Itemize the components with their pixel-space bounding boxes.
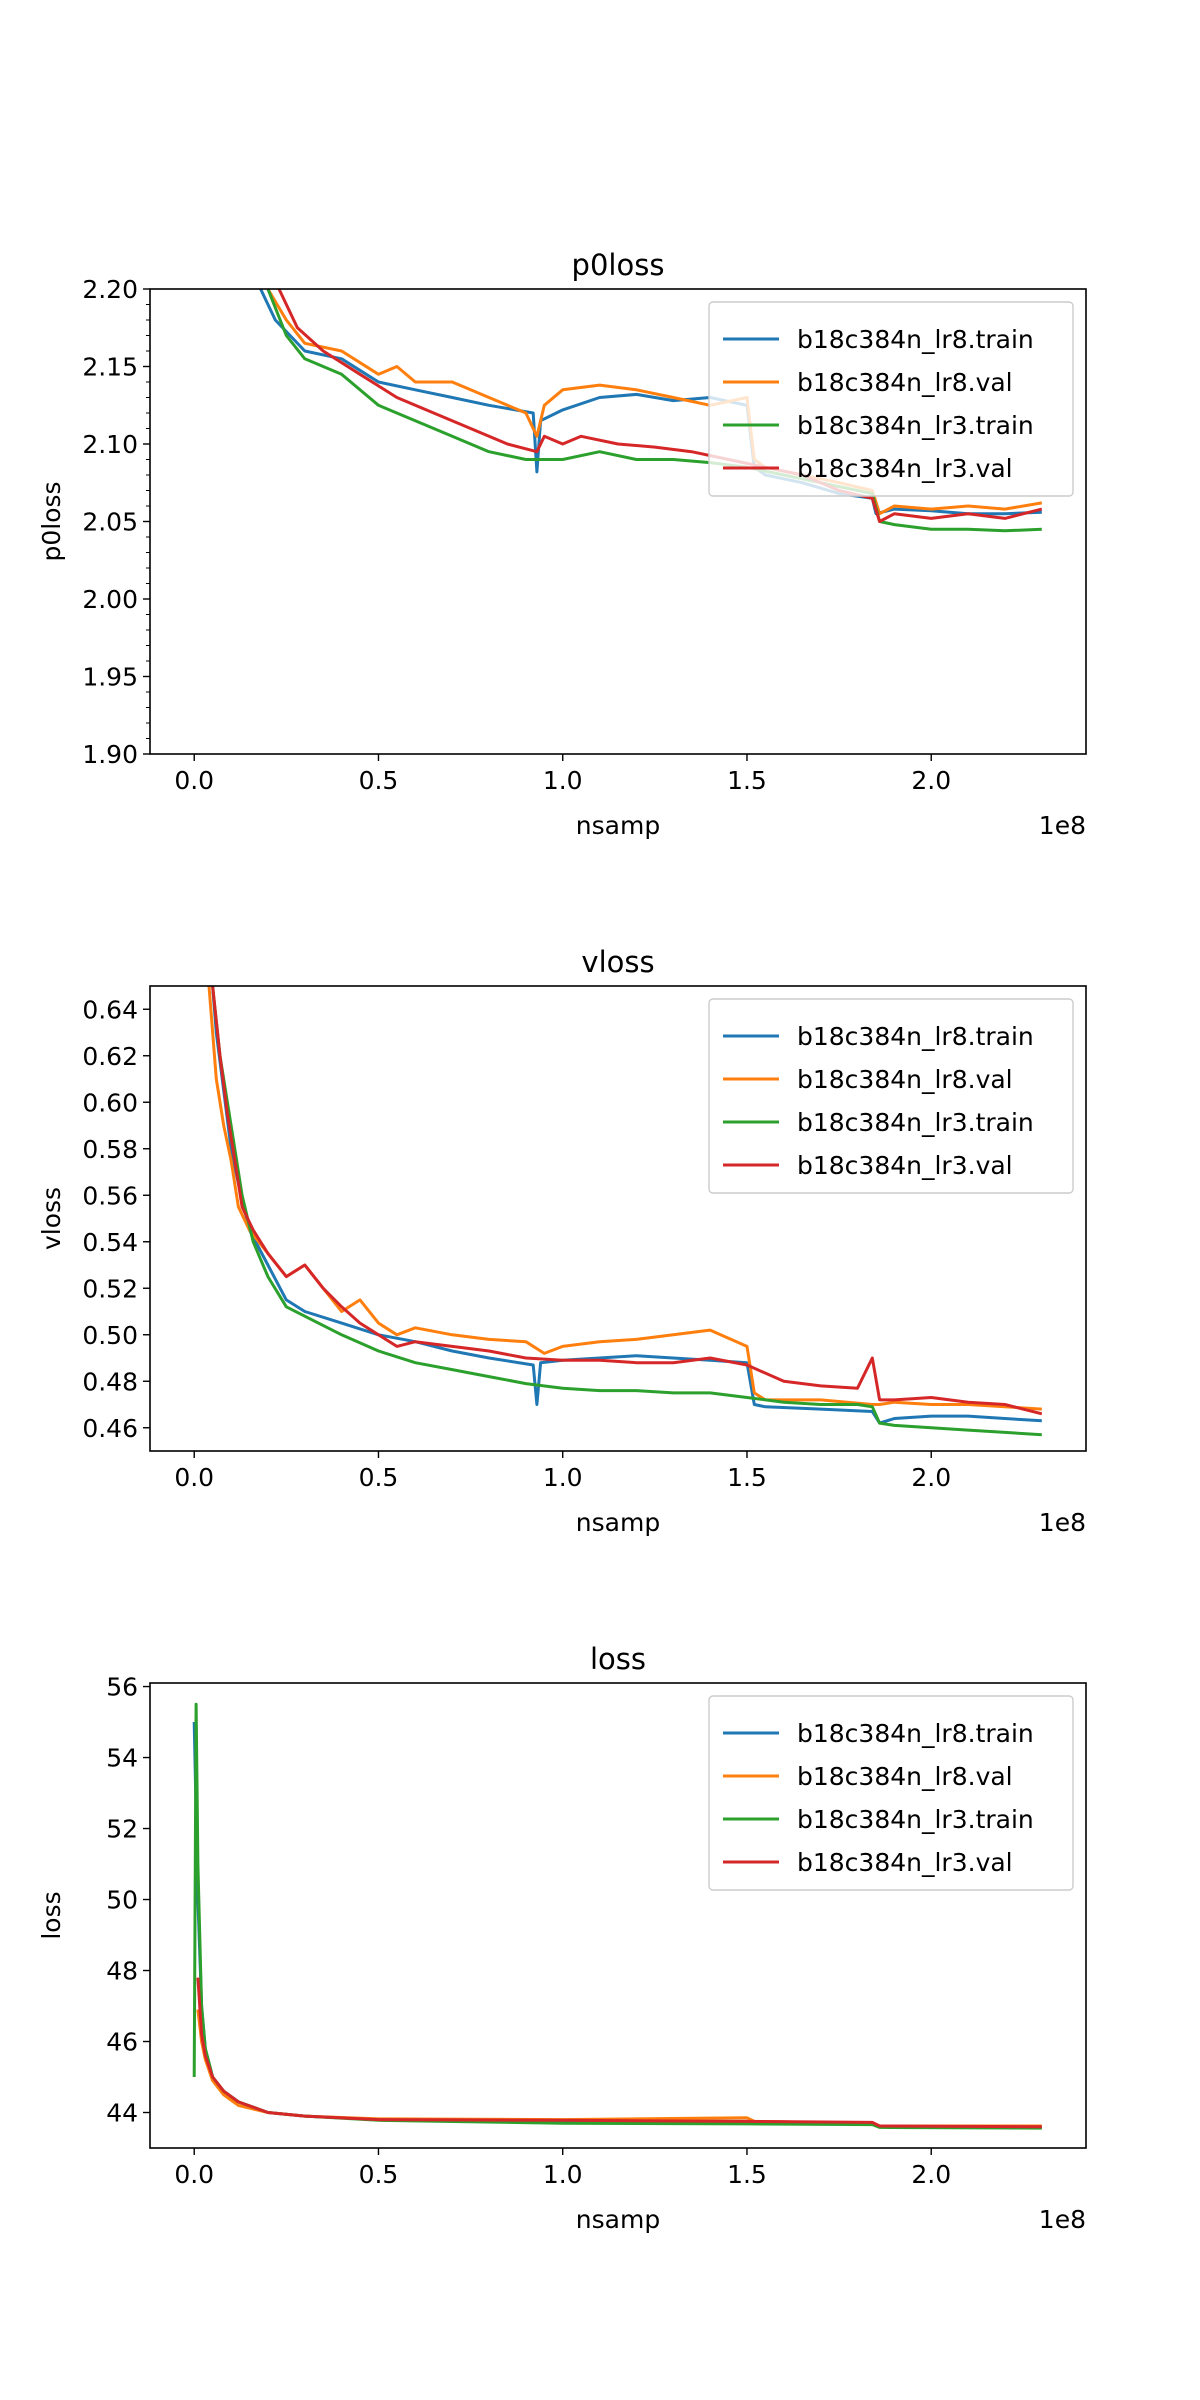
chart-0-x-offset-text: 1e8 bbox=[1039, 811, 1086, 840]
chart-2-xtick-label: 2.0 bbox=[911, 2160, 951, 2189]
chart-0-legend-label: b18c384n_lr3.val bbox=[797, 454, 1013, 483]
chart-2-legend-label: b18c384n_lr3.val bbox=[797, 1848, 1013, 1877]
chart-1-ytick-label: 0.54 bbox=[82, 1228, 138, 1257]
chart-0-legend: b18c384n_lr8.train b18c384n_lr8.val b18c38… bbox=[708, 301, 1074, 497]
chart-1-title: vloss bbox=[581, 945, 654, 979]
chart-2-xtick-label: 1.5 bbox=[727, 2160, 767, 2189]
chart-0-series-group bbox=[259, 289, 1043, 533]
chart-0-xtick-label: 2.0 bbox=[911, 766, 951, 795]
chart-0-legend-label: b18c384n_lr3.train bbox=[797, 411, 1034, 440]
chart-1-xtick-label: 0.5 bbox=[359, 1463, 399, 1492]
chart-2-xtick-label: 0.5 bbox=[359, 2160, 399, 2189]
chart-2-ytick-label: 50 bbox=[106, 1886, 138, 1915]
chart-0-ytick-label: 2.05 bbox=[82, 508, 138, 537]
chart-2-ytick-label: 52 bbox=[106, 1815, 138, 1844]
chart-1-ytick-label: 0.52 bbox=[82, 1274, 138, 1303]
chart-1-xtick-label: 0.0 bbox=[174, 1463, 214, 1492]
chart-2-series-group bbox=[192, 1702, 1042, 2130]
chart-1-ytick-label: 0.58 bbox=[82, 1135, 138, 1164]
chart-1-legend-label: b18c384n_lr3.train bbox=[797, 1108, 1034, 1137]
chart-1-legend-label: b18c384n_lr8.train bbox=[797, 1022, 1034, 1051]
chart-2-title: loss bbox=[590, 1642, 646, 1676]
chart-1-xtick-label: 2.0 bbox=[911, 1463, 951, 1492]
chart-1-ytick-label: 0.56 bbox=[82, 1181, 138, 1210]
chart-1-ylabel: vloss bbox=[37, 1187, 66, 1250]
chart-1-ytick-label: 0.48 bbox=[82, 1367, 138, 1396]
chart-0-xlabel: nsamp bbox=[576, 811, 660, 840]
chart-0-title: p0loss bbox=[572, 248, 665, 282]
chart-1-series-b18c384n-lr3-train bbox=[211, 986, 1042, 1437]
chart-0-ytick-label: 2.10 bbox=[82, 430, 138, 459]
chart-0-series-b18c384n-lr8-val bbox=[266, 289, 1043, 516]
chart-1-legend: b18c384n_lr8.train b18c384n_lr8.val b18c38… bbox=[708, 998, 1074, 1194]
chart-2-series-b18c384n-lr3-val bbox=[196, 1977, 1042, 2129]
chart-2-x-offset-text: 1e8 bbox=[1039, 2205, 1086, 2234]
chart-0-series-b18c384n-lr3-val bbox=[277, 289, 1043, 523]
loss-panel: loss 0.0 0.5 1.0 1.5 2.0 44 46 48 50 52 54 56 nsamp lo… bbox=[37, 1642, 1087, 2234]
chart-1-ytick-label: 0.46 bbox=[82, 1414, 138, 1443]
chart-0-ytick-label: 2.20 bbox=[82, 275, 138, 304]
chart-1-ytick-label: 0.60 bbox=[82, 1088, 138, 1117]
chart-1-legend-label: b18c384n_lr3.val bbox=[797, 1151, 1013, 1180]
chart-1-series-b18c384n-lr3-val bbox=[211, 986, 1043, 1416]
chart-0-legend-label: b18c384n_lr8.train bbox=[797, 325, 1034, 354]
chart-2-xlabel: nsamp bbox=[576, 2205, 660, 2234]
chart-0-series-b18c384n-lr3-train bbox=[266, 289, 1042, 533]
chart-1-axes-frame bbox=[149, 985, 1087, 1452]
chart-1-ytick-label: 0.64 bbox=[82, 995, 138, 1024]
chart-2-legend-label: b18c384n_lr8.val bbox=[797, 1762, 1013, 1791]
chart-2-legend-label: b18c384n_lr8.train bbox=[797, 1719, 1034, 1748]
vloss-panel: vloss 0.0 0.5 1.0 1.5 2.0 0.46 0.48 0.50 0.52 0.54… bbox=[37, 945, 1087, 1537]
p0loss-panel: p0loss 0.0 0.5 1.0 1.5 2.0 1.90 1.95 2.00 2.05 2.1… bbox=[37, 248, 1087, 840]
chart-0-axes-frame bbox=[149, 288, 1087, 755]
chart-2-xtick-label: 0.0 bbox=[174, 2160, 214, 2189]
chart-0-ytick-label: 2.00 bbox=[82, 585, 138, 614]
chart-2-ytick-label: 54 bbox=[106, 1744, 138, 1773]
chart-2-ytick-label: 44 bbox=[106, 2099, 138, 2128]
chart-1-xtick-label: 1.0 bbox=[543, 1463, 583, 1492]
chart-2-legend-label: b18c384n_lr3.train bbox=[797, 1805, 1034, 1834]
chart-0-xtick-label: 1.5 bbox=[727, 766, 767, 795]
chart-1-xlabel: nsamp bbox=[576, 1508, 660, 1537]
chart-1-x-offset-text: 1e8 bbox=[1039, 1508, 1086, 1537]
chart-0-xtick-label: 0.0 bbox=[174, 766, 214, 795]
chart-1-legend-label: b18c384n_lr8.val bbox=[797, 1065, 1013, 1094]
chart-1-series-group bbox=[207, 986, 1043, 1437]
chart-0-legend-label: b18c384n_lr8.val bbox=[797, 368, 1013, 397]
chart-0-ylabel: p0loss bbox=[37, 481, 66, 561]
chart-2-ylabel: loss bbox=[37, 1891, 66, 1939]
chart-0-ytick-label: 1.95 bbox=[82, 663, 138, 692]
chart-2-ytick-label: 48 bbox=[106, 1957, 138, 1986]
chart-2-ytick-label: 56 bbox=[106, 1673, 138, 1702]
chart-0-ytick-label: 2.15 bbox=[82, 353, 138, 382]
chart-2-legend: b18c384n_lr8.train b18c384n_lr8.val b18c38… bbox=[708, 1695, 1074, 1891]
chart-0-xtick-label: 1.0 bbox=[543, 766, 583, 795]
chart-1-ytick-label: 0.50 bbox=[82, 1321, 138, 1350]
chart-0-xtick-label: 0.5 bbox=[359, 766, 399, 795]
chart-2-axes-frame bbox=[149, 1682, 1087, 2149]
chart-2-xtick-label: 1.0 bbox=[543, 2160, 583, 2189]
chart-2-legend-box bbox=[708, 1695, 1074, 1891]
chart-2-ytick-label: 46 bbox=[106, 2028, 138, 2057]
chart-1-ytick-label: 0.62 bbox=[82, 1042, 138, 1071]
chart-0-legend-box bbox=[708, 301, 1074, 497]
chart-1-xtick-label: 1.5 bbox=[727, 1463, 767, 1492]
chart-1-legend-box bbox=[708, 998, 1074, 1194]
chart-0-ytick-label: 1.90 bbox=[82, 740, 138, 769]
